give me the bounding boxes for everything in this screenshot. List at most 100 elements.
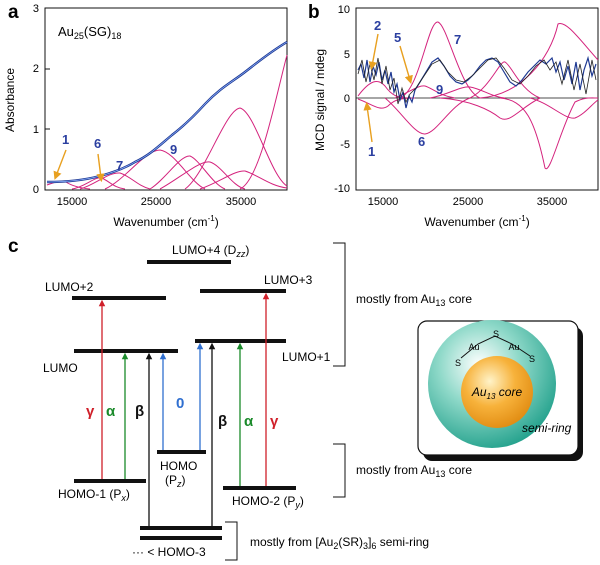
fit-component (104, 149, 206, 190)
core-label: Au13 core (471, 385, 523, 401)
panel-b-letter: b (308, 2, 320, 23)
ytick: 0 (344, 93, 350, 105)
panel-b-xlabel: Wavenumber (cm-1) (424, 214, 529, 229)
fit-component (479, 23, 599, 99)
fit-component (499, 97, 599, 170)
panel-b-frame (355, 7, 599, 191)
panel-a-data-highlight (46, 41, 288, 183)
pointer-arrow (399, 45, 413, 85)
panel-a-xticks: 15000 25000 35000 (57, 196, 257, 208)
fit-component (469, 61, 541, 99)
fit-component (399, 21, 481, 99)
peak-label: 9 (170, 142, 177, 157)
panel-a-frame (44, 7, 288, 191)
panel-a-data-line (46, 40, 288, 184)
label-homo2: HOMO-2 (Py) (232, 494, 304, 510)
fit-component (384, 97, 471, 135)
transition-arrows (98, 292, 270, 526)
label-lumo: LUMO (43, 361, 78, 375)
label-gamma: γ (86, 403, 95, 420)
bracket-upper (333, 242, 346, 367)
peak-label: 6 (418, 134, 425, 149)
ytick: 1 (33, 124, 39, 136)
fit-component (149, 155, 226, 190)
fit-component (529, 97, 599, 119)
panel-b-peak-labels: 2 5 7 9 1 6 (368, 18, 461, 159)
fit-component (439, 97, 541, 120)
ytick: 10 (338, 4, 350, 16)
bracket-label-lower: mostly from [Au2(SR)3]6 semi-ring (250, 535, 429, 551)
fit-component (79, 172, 151, 190)
label-zero: 0 (176, 395, 184, 412)
panel-a-fit-components (46, 54, 288, 190)
bracket-middle (333, 443, 346, 498)
panel-a-annotation: Au25(SG)18 (58, 24, 121, 41)
peak-label: 7 (116, 158, 123, 173)
panel-a-xlabel: Wavenumber (cm-1) (113, 214, 218, 229)
label-homo: HOMO (160, 459, 197, 473)
au13-core-sphere (461, 356, 533, 428)
panel-b-xticks: 15000 25000 35000 (368, 196, 568, 208)
ytick: 2 (33, 63, 39, 75)
panel-a-peak-labels: 1 6 7 9 (62, 132, 177, 173)
label-gamma: γ (270, 413, 279, 430)
label-lumo4: LUMO+4 (Dzz) (172, 243, 249, 259)
panel-a-letter: a (8, 2, 19, 23)
xtick: 25000 (141, 196, 172, 208)
fit-component (199, 170, 288, 190)
pointer-arrow (363, 101, 373, 143)
fit-component (184, 107, 288, 190)
ytick: 5 (344, 49, 350, 61)
brackets (225, 242, 346, 561)
xtick: 15000 (368, 196, 399, 208)
panel-b-ylabel: MCD signal / mdeg (313, 49, 327, 151)
panel-a-ylabel: Absorbance (3, 68, 17, 132)
pointer-arrow (53, 149, 67, 180)
label-homo1: HOMO-1 (Px) (58, 487, 130, 503)
xtick: 35000 (226, 196, 257, 208)
fit-component (159, 161, 246, 190)
peak-label: 6 (94, 136, 101, 151)
panel-b-yticks: 10 5 0 -5 -10 (334, 4, 350, 195)
atom-au: Au (468, 342, 479, 352)
atom-s: S (455, 358, 461, 368)
panel-a: a Au25(SG)18 0 1 2 3 15000 25000 35000 A… (3, 2, 288, 229)
atom-au: Au (508, 342, 519, 352)
panel-c-letter: c (8, 236, 19, 257)
ytick: -10 (334, 183, 350, 195)
bracket-label-middle: mostly from Au13 core (356, 463, 472, 479)
panel-b: b 10 5 0 -5 -10 15000 25000 35000 MCD si… (308, 2, 599, 229)
label-lumo3: LUMO+3 (264, 273, 313, 287)
label-alpha: α (106, 403, 116, 420)
fit-component (239, 54, 288, 190)
label-alpha: α (244, 413, 254, 430)
core-schematic: S Au S Au S Au13 core semi-ring (417, 320, 583, 461)
level-labels: LUMO+4 (Dzz) LUMO+2 LUMO+3 LUMO LUMO+1 H… (43, 243, 331, 559)
label-lumo1: LUMO+1 (282, 350, 331, 364)
atom-s: S (493, 329, 499, 339)
xtick: 25000 (453, 196, 484, 208)
bracket-lower (225, 521, 238, 561)
peak-label: 7 (454, 32, 461, 47)
transition-labels: γ α β 0 β α γ (86, 395, 279, 430)
panel-c: c LUMO+4 (Dzz) LUMO+2 LUMO+3 LUMO LUMO+1… (8, 236, 583, 561)
label-lumo2: LUMO+2 (45, 280, 94, 294)
label-beta: β (218, 413, 227, 430)
ytick: 3 (33, 3, 39, 15)
xtick: 15000 (57, 196, 88, 208)
panel-b-data-black (357, 57, 597, 105)
atom-s: S (529, 354, 535, 364)
pointer-arrow (96, 153, 105, 183)
ytick: 0 (33, 184, 39, 196)
peak-label: 5 (394, 30, 401, 45)
panel-a-yticks: 0 1 2 3 (33, 3, 50, 196)
label-homo3: ··· < HOMO-3 (132, 545, 206, 559)
bracket-labels: mostly from Au13 core mostly from Au13 c… (250, 292, 472, 551)
label-beta: β (135, 403, 144, 420)
label-pz: (Pz) (165, 473, 186, 489)
bracket-label-upper: mostly from Au13 core (356, 292, 472, 308)
peak-label: 9 (436, 82, 443, 97)
peak-label: 1 (368, 144, 375, 159)
peak-label: 1 (62, 132, 69, 147)
